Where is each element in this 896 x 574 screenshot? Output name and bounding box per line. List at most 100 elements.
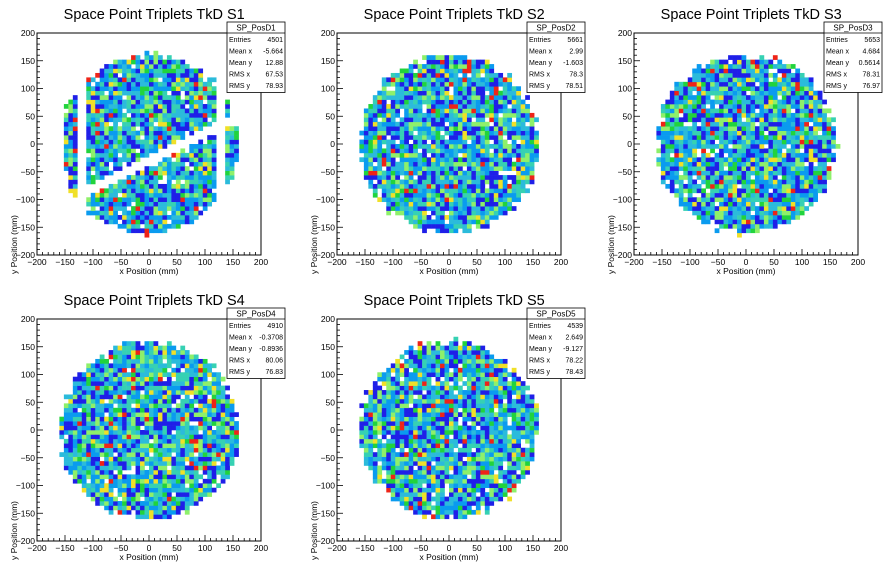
histogram-bin [198, 77, 204, 83]
histogram-bin [660, 126, 666, 131]
histogram-bin [786, 161, 792, 167]
histogram-bin [95, 166, 101, 171]
histogram-bin [746, 108, 751, 114]
histogram-bin [466, 170, 472, 176]
histogram-bin [149, 390, 154, 395]
histogram-bin [180, 492, 186, 497]
histogram-bin [741, 72, 747, 78]
histogram-bin [453, 121, 459, 127]
histogram-bin [220, 407, 226, 413]
histogram-bin [475, 112, 481, 118]
histogram-bin [705, 86, 711, 92]
histogram-bin [426, 121, 432, 127]
histogram-bin [502, 77, 508, 83]
histogram-bin [705, 144, 711, 149]
histogram-bin [746, 210, 751, 216]
histogram-bin [431, 157, 436, 163]
histogram-bin [175, 117, 181, 123]
histogram-bin [140, 452, 145, 457]
histogram-bin [772, 135, 778, 140]
histogram-bin [126, 148, 132, 154]
histogram-bin [480, 144, 486, 149]
histogram-bin [175, 385, 181, 391]
histogram-bin [466, 121, 472, 127]
histogram-bin [426, 135, 432, 140]
histogram-bin [413, 201, 418, 207]
histogram-bin [166, 430, 172, 435]
histogram-bin [525, 148, 530, 154]
histogram-bin [189, 170, 195, 176]
histogram-bin [162, 501, 168, 506]
histogram-bin [714, 77, 720, 83]
histogram-bin [534, 148, 539, 154]
histogram-bin [431, 223, 436, 229]
histogram-bin [750, 206, 756, 211]
histogram-bin [117, 161, 123, 167]
histogram-bin [126, 345, 132, 351]
histogram-bin [225, 456, 230, 462]
histogram-bin [408, 183, 414, 189]
histogram-bin [108, 90, 114, 96]
histogram-panel-1: −200 −150 −100 −50 0 50 100 150 200200150100500−… [9, 7, 286, 276]
histogram-bin [207, 188, 213, 194]
histogram-bin [198, 367, 204, 373]
histogram-bin [431, 112, 436, 118]
histogram-bin [108, 398, 114, 404]
histogram-bin [520, 152, 526, 158]
histogram-bin [440, 197, 445, 203]
histogram-bin [457, 188, 463, 194]
histogram-bin [175, 179, 181, 185]
histogram-bin [422, 121, 427, 127]
histogram-bin [795, 130, 801, 136]
histogram-bin [68, 135, 74, 140]
histogram-bin [763, 152, 769, 158]
histogram-bin [759, 223, 765, 229]
histogram-bin [799, 170, 805, 176]
histogram-bin [737, 99, 742, 105]
histogram-bin [453, 59, 459, 65]
histogram-bin [435, 130, 441, 136]
histogram-bin [363, 130, 369, 136]
histogram-bin [674, 144, 680, 149]
histogram-bin [162, 223, 168, 229]
histogram-bin [732, 144, 738, 149]
histogram-bin [408, 77, 414, 83]
histogram-bin [175, 372, 181, 378]
histogram-bin [135, 99, 141, 105]
histogram-bin [140, 99, 145, 105]
histogram-bin [417, 161, 423, 167]
histogram-bin [220, 461, 226, 466]
histogram-bin [122, 72, 127, 78]
histogram-bin [444, 206, 450, 211]
histogram-bin [189, 81, 195, 87]
histogram-bin [386, 166, 392, 171]
histogram-bin [763, 117, 769, 123]
histogram-bin [184, 376, 190, 382]
histogram-bin [466, 108, 472, 114]
histogram-bin [426, 161, 432, 167]
histogram-bin [484, 77, 490, 83]
histogram-bin [813, 112, 818, 118]
histogram-bin [189, 90, 195, 96]
histogram-bin [113, 157, 118, 163]
histogram-bin [225, 139, 230, 145]
histogram-bin [813, 135, 818, 140]
histogram-bin [763, 192, 769, 198]
histogram-bin [665, 108, 671, 114]
histogram-bin [126, 385, 132, 391]
histogram-bin [408, 144, 414, 149]
histogram-bin [189, 412, 195, 417]
histogram-bin [435, 197, 441, 203]
histogram-bin [108, 385, 114, 391]
histogram-bin [750, 59, 756, 65]
histogram-bin [772, 95, 778, 100]
histogram-bin [678, 166, 684, 171]
histogram-bin [153, 452, 159, 457]
histogram-bin [113, 86, 118, 92]
histogram-bin [126, 372, 132, 378]
histogram-bin [390, 166, 396, 171]
histogram-bin [732, 72, 738, 78]
histogram-bin [696, 170, 702, 176]
histogram-bin [435, 121, 441, 127]
histogram-bin [498, 175, 504, 180]
